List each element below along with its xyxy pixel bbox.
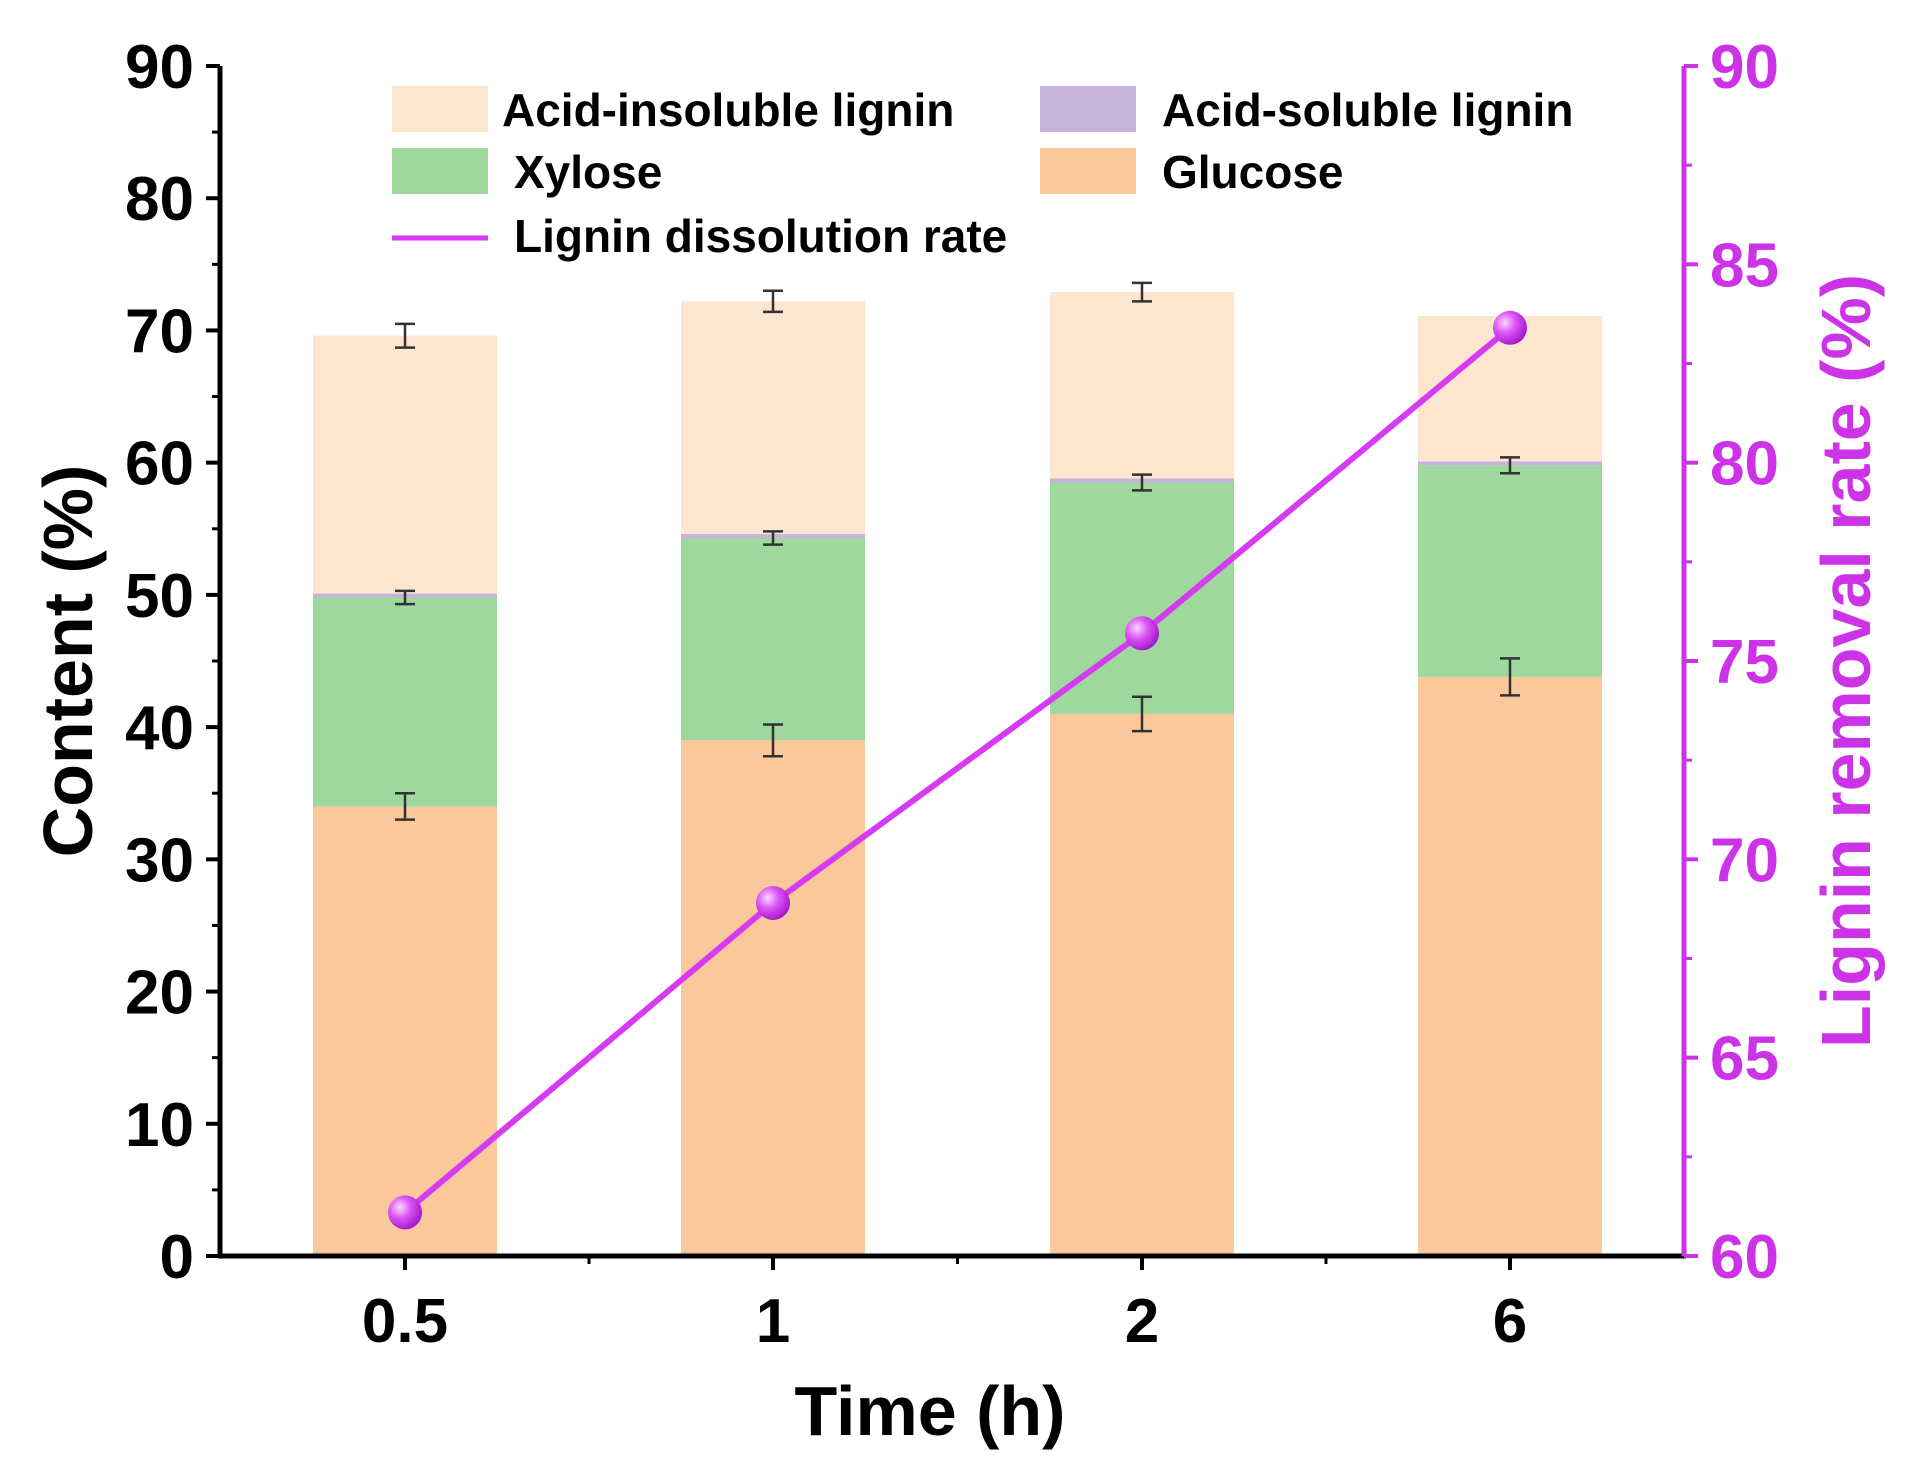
errorbar-glucose-2 bbox=[1132, 695, 1152, 733]
errorbar-acid-insoluble-lignin-0.5 bbox=[395, 322, 415, 349]
y2-tick-label: 75 bbox=[1710, 628, 1779, 697]
errorbar-glucose-1 bbox=[763, 723, 783, 758]
x-axis-title: Time (h) bbox=[795, 1372, 1066, 1450]
legend-label-acid-insoluble-lignin: Acid-insoluble lignin bbox=[502, 84, 954, 136]
x-tick-label: 1 bbox=[756, 1287, 790, 1356]
bars-layer bbox=[313, 292, 1602, 1256]
bar-xylose-6 bbox=[1418, 465, 1602, 677]
line-layer bbox=[388, 310, 1527, 1230]
bar-xylose-0.5 bbox=[313, 597, 497, 807]
errorbars-layer bbox=[395, 281, 1520, 821]
x-tick-label: 0.5 bbox=[362, 1287, 448, 1356]
y-tick-label: 20 bbox=[125, 959, 194, 1028]
legend-label-glucose: Glucose bbox=[1162, 146, 1344, 198]
y-tick-label: 30 bbox=[125, 826, 194, 895]
bar-acid-insoluble-lignin-1 bbox=[681, 301, 865, 535]
y2-tick-label: 70 bbox=[1710, 826, 1779, 895]
y2-tick-label: 90 bbox=[1710, 33, 1779, 102]
legend: Acid-insoluble lignin Acid-soluble lignin… bbox=[392, 84, 1573, 262]
line-point-6 bbox=[1493, 310, 1527, 345]
errorbar-xylose-2 bbox=[1132, 473, 1152, 492]
y2-tick-label: 80 bbox=[1710, 430, 1779, 499]
right-ticks: 60 65 70 75 80 85 90 bbox=[1684, 33, 1779, 1292]
left-ticks: 0 10 20 30 40 50 60 70 80 90 bbox=[125, 33, 220, 1292]
bar-glucose-6 bbox=[1418, 676, 1602, 1256]
axes-layer: 0 10 20 30 40 50 60 70 80 90 60 65 70 75 80 85 90 0.5 1 2… bbox=[125, 33, 1779, 1356]
line-lignin-dissolution-rate bbox=[403, 325, 1512, 1215]
y-tick-label: 60 bbox=[125, 430, 194, 499]
bar-acid-insoluble-lignin-0.5 bbox=[313, 335, 497, 594]
line-point-0.5 bbox=[388, 1195, 422, 1230]
legend-swatch-glucose bbox=[1040, 148, 1136, 194]
y-tick-label: 10 bbox=[125, 1091, 194, 1160]
errorbar-xylose-1 bbox=[763, 530, 783, 546]
errorbar-xylose-6 bbox=[1500, 456, 1520, 475]
legend-label-acid-soluble-lignin: Acid-soluble lignin bbox=[1162, 84, 1573, 136]
y2-tick-label: 65 bbox=[1710, 1025, 1779, 1094]
errorbar-xylose-0.5 bbox=[395, 589, 415, 606]
x-tick-label: 2 bbox=[1125, 1287, 1159, 1356]
legend-label-lignin-dissolution-rate: Lignin dissolution rate bbox=[514, 210, 1007, 262]
errorbar-acid-insoluble-lignin-1 bbox=[763, 289, 783, 314]
y-tick-label: 90 bbox=[125, 33, 194, 102]
errorbar-glucose-6 bbox=[1500, 657, 1520, 697]
line-point-2 bbox=[1125, 616, 1159, 651]
y-tick-label: 40 bbox=[125, 694, 194, 763]
bar-glucose-1 bbox=[681, 740, 865, 1256]
y-tick-label: 70 bbox=[125, 297, 194, 366]
errorbar-glucose-0.5 bbox=[395, 791, 415, 821]
y-tick-label: 50 bbox=[125, 562, 194, 631]
bar-acid-insoluble-lignin-2 bbox=[1050, 292, 1234, 479]
y-axis-title: Content (%) bbox=[29, 465, 107, 858]
y2-tick-label: 85 bbox=[1710, 231, 1779, 300]
y-tick-label: 80 bbox=[125, 165, 194, 234]
x-tick-label: 6 bbox=[1493, 1287, 1527, 1356]
bar-glucose-0.5 bbox=[313, 806, 497, 1256]
errorbar-acid-insoluble-lignin-2 bbox=[1132, 281, 1152, 303]
y-tick-label: 0 bbox=[160, 1223, 194, 1292]
legend-swatch-acid-insoluble-lignin bbox=[392, 86, 488, 132]
legend-label-xylose: Xylose bbox=[514, 146, 662, 198]
line-point-1 bbox=[756, 885, 790, 920]
bottom-ticks: 0.5 1 2 6 bbox=[362, 1256, 1527, 1356]
legend-swatch-acid-soluble-lignin bbox=[1040, 86, 1136, 132]
y2-tick-label: 60 bbox=[1710, 1223, 1779, 1292]
legend-swatch-xylose bbox=[392, 148, 488, 194]
bar-glucose-2 bbox=[1050, 713, 1234, 1256]
y2-axis-title: Lignin removal rate (%) bbox=[1807, 274, 1885, 1048]
bar-xylose-1 bbox=[681, 538, 865, 741]
